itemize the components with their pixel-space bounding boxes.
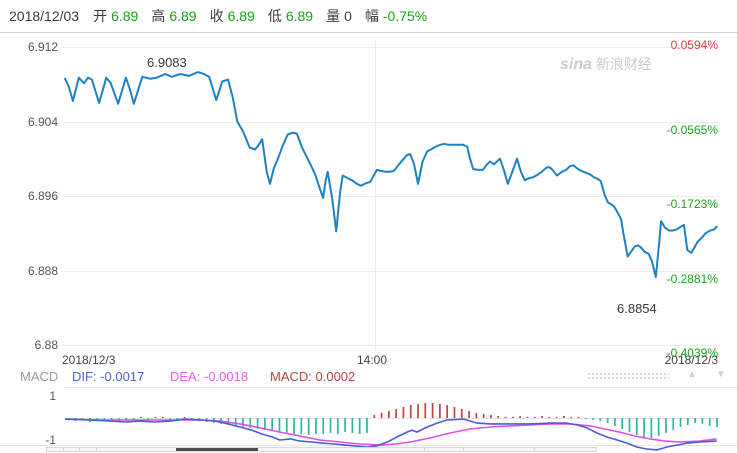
pct-tick-label: -0.0565% [666, 122, 718, 137]
field-high-value: 6.89 [169, 8, 197, 24]
pct-tick-label: 0.0594% [670, 38, 718, 52]
field-high-label: 高 [151, 8, 166, 24]
quote-date: 2018/12/03 [9, 8, 80, 24]
dea-value-label: DEA: -0.0018 [170, 369, 249, 384]
pane-resize-handle[interactable] [587, 372, 669, 380]
pane-down-arrow-icon[interactable]: ▼ [716, 369, 726, 380]
pct-tick-label: -0.2881% [666, 271, 718, 286]
field-low-value: 6.89 [285, 8, 314, 24]
x-tick-start: 2018/12/3 [62, 353, 116, 367]
field-low: 低 6.89 [268, 6, 313, 26]
field-open-value: 6.89 [111, 8, 139, 24]
max-price-annotation: 6.9083 [147, 55, 187, 70]
field-volume-label: 量 [326, 8, 341, 24]
pct-tick-label: -0.4039% [666, 346, 718, 360]
price-line [64, 71, 718, 278]
price-tick-label: 6.904 [27, 114, 58, 129]
time-scrollbar[interactable] [46, 447, 597, 452]
dea-line [64, 418, 717, 446]
sina-watermark-text: 新浪财经 [592, 56, 652, 72]
field-change-label: 幅 [364, 8, 379, 24]
scrollbar-divider [424, 448, 425, 451]
scrollbar-divider [534, 448, 535, 451]
sina-watermark: sina 新浪财经 [560, 54, 652, 74]
x-tick-end: 2018/12/3 [664, 353, 718, 367]
field-low-label: 低 [267, 8, 282, 24]
macd-value-label: MACD: 0.0002 [270, 369, 356, 384]
scrollbar-thumb[interactable] [176, 448, 258, 451]
pct-tick-label: -0.1723% [666, 197, 718, 211]
macd-plot-area[interactable] [65, 388, 720, 445]
field-high: 高 6.89 [151, 6, 196, 26]
sina-logo: sina [560, 56, 593, 73]
field-open: 开 6.89 [93, 6, 138, 26]
field-close-value: 6.89 [227, 8, 255, 24]
macd-indicator-label[interactable]: MACD [20, 369, 59, 384]
macd-y-tick-label: 1 [49, 389, 56, 403]
field-close: 收 6.89 [210, 6, 255, 26]
field-volume-value: 0 [344, 8, 352, 24]
price-tick-label: 6.88 [34, 338, 58, 352]
dif-value-label: DIF: -0.0017 [72, 369, 145, 384]
scrollbar-divider [463, 448, 464, 451]
field-close-label: 收 [209, 8, 224, 24]
scrollbar-divider [63, 448, 64, 451]
dif-line [64, 418, 717, 451]
field-change: 幅 -0.75% [365, 6, 427, 26]
x-tick-1400: 14:00 [356, 353, 388, 367]
field-change-value: -0.75% [382, 8, 428, 24]
scrollbar-divider [79, 448, 80, 451]
scrollbar-divider [96, 448, 97, 451]
price-tick-label: 6.888 [27, 263, 58, 278]
pane-up-arrow-icon[interactable]: ▲ [687, 369, 697, 380]
macd-y-tick-label: -1 [45, 433, 56, 447]
min-price-annotation: 6.8854 [617, 301, 657, 316]
price-tick-label: 6.896 [27, 189, 58, 203]
price-tick-label: 6.912 [27, 40, 58, 54]
field-open-label: 开 [93, 8, 108, 24]
